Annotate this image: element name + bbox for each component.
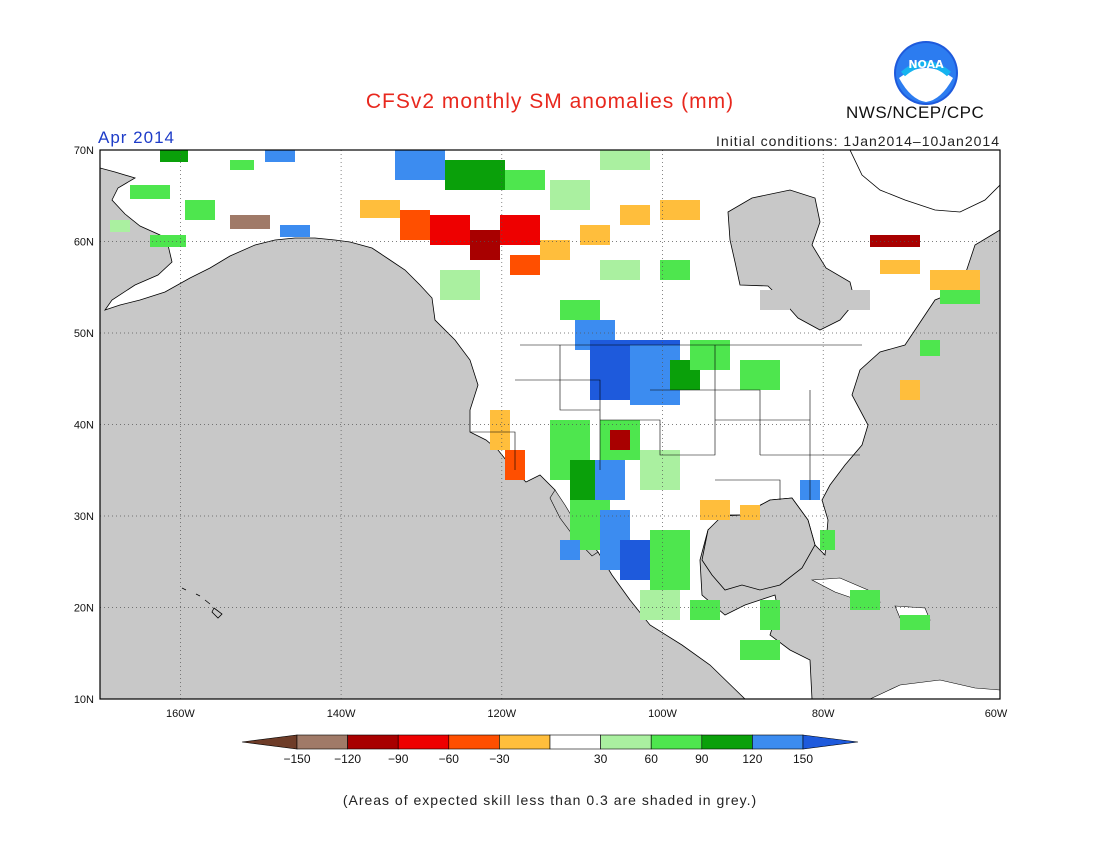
color-legend: −150 −120 −90 −60 −30 30 60 90 120 150 [241,734,859,766]
legend-label: −150 [283,752,310,766]
legend-arrow-low [241,734,298,750]
agency-label: NWS/NCEP/CPC [846,103,985,122]
logo-text: NOAA [908,58,944,71]
chart-title: CFSv2 monthly SM anomalies (mm) [365,90,735,113]
legend-label: −60 [439,752,460,766]
caribbean-south-coast [869,679,1000,699]
lon-label-60w: 60W [985,708,1008,720]
state-boundaries [470,344,862,500]
legend-box [600,734,652,750]
legend-box [347,734,399,750]
legend-label: 30 [594,752,608,766]
lat-axis: 70N 60N 50N 40N 30N 20N 10N [74,145,94,706]
lat-label-20n: 20N [74,603,94,615]
legend-box [397,734,450,750]
legend-label: −120 [334,752,361,766]
legend-label: −30 [489,752,510,766]
initial-conditions: Initial conditions: 1Jan2014–10Jan2014 [716,133,1000,149]
legend-box [549,734,601,750]
legend-box [701,734,753,750]
greenland [849,150,1000,213]
legend-box [448,734,500,750]
legend-arrow-high [802,734,859,750]
hawaii-islands [181,587,223,619]
lat-label-60n: 60N [74,237,94,249]
legend-label: 150 [793,752,813,766]
lon-label-100w: 100W [648,708,677,720]
legend-label: 90 [695,752,709,766]
legend-label: −90 [388,752,409,766]
lon-label-80w: 80W [812,708,835,720]
skill-footnote: (Areas of expected skill less than 0.3 a… [342,792,758,808]
legend-label: 60 [645,752,659,766]
lat-label-30n: 30N [74,511,94,523]
legend-box [296,734,348,750]
lat-label-40n: 40N [74,420,94,432]
legend-box [650,734,703,750]
legend-box [499,734,551,750]
lon-label-160w: 160W [166,708,195,720]
legend-label: 120 [742,752,762,766]
noaa-logo-icon: NOAA [894,41,958,105]
map-frame [99,149,1001,700]
lat-label-10n: 10N [74,694,94,706]
forecast-period: Apr 2014 [98,128,175,147]
lat-label-70n: 70N [74,145,94,157]
lon-label-140w: 140W [327,708,356,720]
anomaly-shading [110,150,980,660]
lon-label-120w: 120W [487,708,516,720]
lat-label-50n: 50N [74,328,94,340]
lon-axis: 160W 140W 120W 100W 80W 60W [166,708,1008,720]
legend-box [752,734,804,750]
